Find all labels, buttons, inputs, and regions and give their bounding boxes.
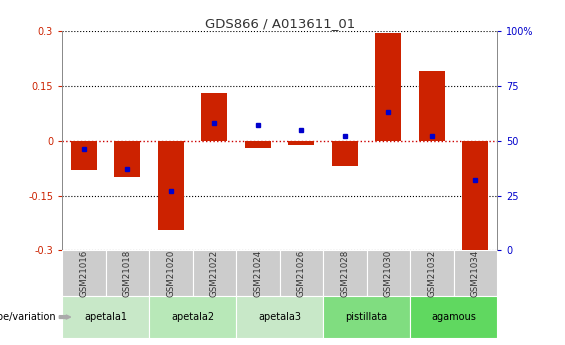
Text: GSM21016: GSM21016 xyxy=(80,249,88,297)
Bar xyxy=(106,250,149,296)
Bar xyxy=(280,250,323,296)
Bar xyxy=(367,250,410,296)
Text: GSM21018: GSM21018 xyxy=(123,249,132,297)
Bar xyxy=(245,141,271,148)
Text: apetala2: apetala2 xyxy=(171,312,214,322)
Bar xyxy=(193,250,236,296)
Text: GSM21032: GSM21032 xyxy=(428,249,436,297)
Bar xyxy=(462,141,489,250)
Text: GSM21020: GSM21020 xyxy=(167,249,175,297)
Bar xyxy=(114,141,141,177)
Bar xyxy=(149,250,193,296)
Bar xyxy=(410,296,497,338)
Text: GSM21030: GSM21030 xyxy=(384,249,393,297)
Text: GSM21034: GSM21034 xyxy=(471,249,480,297)
Bar xyxy=(62,250,106,296)
Text: agamous: agamous xyxy=(431,312,476,322)
Bar xyxy=(149,296,236,338)
Bar xyxy=(236,296,323,338)
Text: GSM21024: GSM21024 xyxy=(254,249,262,297)
Bar xyxy=(201,93,228,141)
Text: GSM21028: GSM21028 xyxy=(341,249,349,297)
Bar xyxy=(419,71,445,141)
Bar xyxy=(375,33,402,141)
Bar xyxy=(323,250,367,296)
Bar xyxy=(158,141,184,230)
Text: apetala1: apetala1 xyxy=(84,312,127,322)
Text: pistillata: pistillata xyxy=(346,312,388,322)
Bar xyxy=(332,141,358,166)
Text: genotype/variation: genotype/variation xyxy=(0,312,56,322)
Bar xyxy=(71,141,97,170)
Bar xyxy=(288,141,315,145)
Bar xyxy=(62,296,149,338)
Bar xyxy=(410,250,454,296)
Title: GDS866 / A013611_01: GDS866 / A013611_01 xyxy=(205,17,355,30)
Text: GSM21022: GSM21022 xyxy=(210,249,219,297)
Text: GSM21026: GSM21026 xyxy=(297,249,306,297)
Text: apetala3: apetala3 xyxy=(258,312,301,322)
Bar xyxy=(236,250,280,296)
Bar xyxy=(323,296,410,338)
Bar xyxy=(454,250,497,296)
